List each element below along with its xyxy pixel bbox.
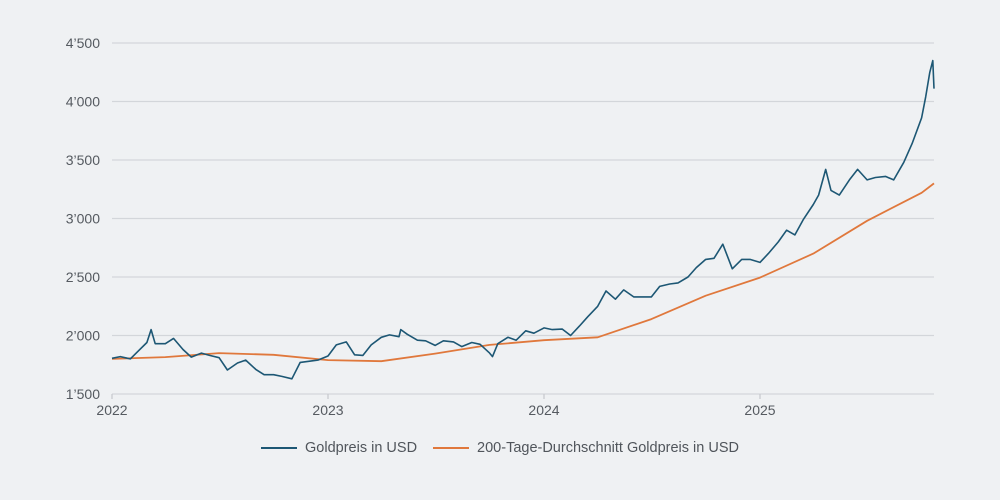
legend-item-gold-price: Goldpreis in USD [261, 440, 417, 456]
legend-swatch-200-day-average [433, 447, 470, 449]
x-axis: 2022 2023 2024 2025 [96, 394, 776, 418]
legend-label-200-day-average: 200-Tage-Durchschnitt Goldpreis in USD [477, 440, 739, 456]
x-tick-label: 2025 [744, 402, 775, 418]
legend: Goldpreis in USD 200-Tage-Durchschnitt G… [0, 440, 1000, 456]
gridlines [112, 42, 934, 395]
x-tick-label: 2023 [312, 402, 343, 418]
legend-item-200-day-average: 200-Tage-Durchschnitt Goldpreis in USD [433, 440, 739, 456]
gold-price-line [111, 59, 935, 380]
moving-average-line [111, 182, 935, 363]
x-tick-label: 2022 [96, 402, 127, 418]
legend-label-gold-price: Goldpreis in USD [305, 440, 418, 456]
series-lines [111, 59, 935, 380]
y-tick-label: 1’500 [66, 386, 100, 402]
y-tick-label: 3’500 [66, 152, 100, 168]
y-tick-label: 2’000 [66, 328, 100, 344]
x-tick-label: 2024 [528, 402, 559, 418]
y-axis: 1’500 2’000 2’500 3’000 3’500 4’000 4’500 [66, 35, 100, 402]
y-tick-label: 4’000 [66, 94, 100, 110]
y-tick-label: 2’500 [66, 269, 100, 285]
legend-swatch-gold-price [261, 447, 298, 449]
y-tick-label: 4’500 [66, 35, 100, 51]
y-tick-label: 3’000 [66, 211, 100, 227]
